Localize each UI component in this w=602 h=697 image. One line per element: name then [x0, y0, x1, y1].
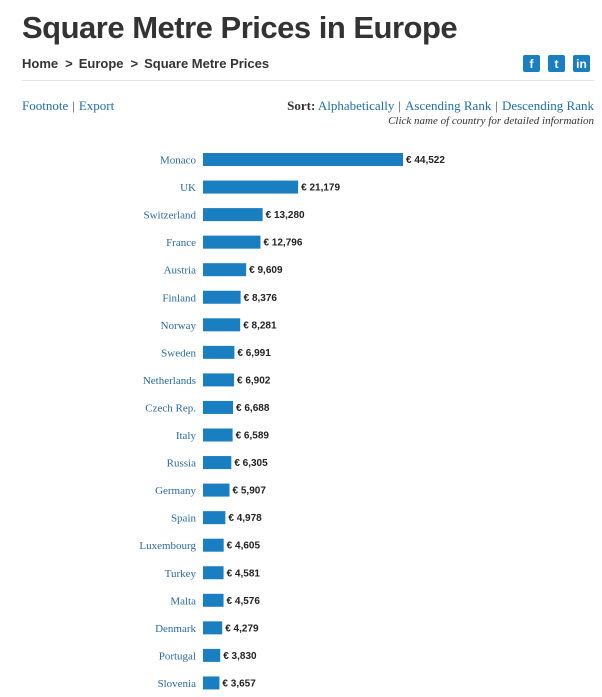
country-label[interactable]: Germany [155, 485, 196, 497]
country-label[interactable]: Denmark [155, 623, 196, 635]
twitter-icon[interactable]: t [548, 55, 565, 72]
price-bar [203, 290, 241, 304]
breadcrumb-separator: > [130, 56, 139, 71]
price-value-label: € 4,605 [227, 541, 261, 552]
price-bar [203, 400, 234, 414]
page-title: Square Metre Prices in Europe [22, 10, 458, 45]
price-bar [203, 180, 299, 194]
price-value-label: € 6,305 [234, 458, 268, 469]
breadcrumb-europe[interactable]: Europe [78, 56, 124, 71]
sort-ascending-link[interactable]: Ascending Rank [405, 98, 492, 113]
price-value-label: € 6,589 [236, 431, 270, 442]
utility-links: Footnote | Export [22, 98, 114, 114]
price-value-label: € 8,281 [243, 320, 277, 331]
price-bar [203, 676, 220, 690]
price-bar [203, 483, 230, 497]
sort-descending-link[interactable]: Descending Rank [501, 98, 594, 113]
price-bar [203, 566, 224, 580]
breadcrumb-home[interactable]: Home [22, 56, 59, 71]
country-label[interactable]: Slovenia [158, 678, 197, 690]
country-label[interactable]: Malta [170, 595, 196, 607]
country-label[interactable]: Switzerland [143, 210, 196, 222]
price-value-label: € 5,907 [233, 486, 267, 497]
country-label[interactable]: Spain [171, 513, 197, 525]
price-value-label: € 4,978 [228, 513, 262, 524]
price-bar [203, 538, 224, 552]
price-value-label: € 3,657 [222, 678, 256, 689]
price-value-label: € 13,280 [266, 210, 305, 221]
price-bar [203, 235, 261, 249]
link-divider: | [72, 98, 75, 113]
price-bar [203, 318, 241, 332]
price-bar [203, 648, 221, 662]
country-label[interactable]: Monaco [160, 155, 197, 167]
link-divider: | [495, 98, 498, 113]
price-value-label: € 9,609 [249, 265, 283, 276]
export-link[interactable]: Export [78, 98, 115, 113]
sort-label: Sort: [287, 98, 316, 113]
price-bar [203, 511, 226, 525]
country-label[interactable]: Finland [162, 292, 196, 304]
price-value-label: € 4,279 [225, 623, 259, 634]
sort-alphabetically-link[interactable]: Alphabetically [317, 98, 395, 113]
country-label[interactable]: Russia [167, 458, 196, 470]
facebook-icon[interactable]: f [523, 55, 540, 72]
country-label[interactable]: UK [180, 182, 196, 194]
price-bar [203, 263, 247, 277]
header-divider [22, 80, 594, 81]
country-label[interactable]: Turkey [165, 568, 197, 580]
country-label[interactable]: Sweden [161, 347, 196, 359]
price-value-label: € 4,581 [227, 568, 261, 579]
price-value-label: € 6,902 [237, 375, 271, 386]
sort-controls: Sort: Alphabetically | Ascending Rank | Desc… [287, 98, 594, 114]
price-bar [203, 153, 403, 166]
price-bar [203, 456, 232, 470]
price-value-label: € 4,576 [227, 596, 261, 607]
country-label[interactable]: Czech Rep. [145, 402, 196, 414]
country-label[interactable]: Italy [176, 430, 197, 442]
price-bar [203, 593, 224, 607]
footnote-link[interactable]: Footnote [22, 98, 69, 113]
country-label[interactable]: Netherlands [143, 375, 196, 387]
price-value-label: € 6,991 [237, 348, 271, 359]
price-value-label: € 8,376 [244, 293, 278, 304]
breadcrumb-current: Square Metre Prices [144, 56, 270, 71]
social-share-bar: f t in [523, 55, 590, 72]
country-label[interactable]: Portugal [159, 650, 196, 662]
country-label[interactable]: Norway [161, 320, 197, 332]
country-label[interactable]: Luxembourg [139, 540, 196, 552]
price-bar [203, 208, 263, 222]
link-divider: | [398, 98, 402, 113]
price-value-label: € 21,179 [301, 183, 340, 194]
price-value-label: € 12,796 [263, 238, 302, 249]
breadcrumb: Home > Europe > Square Metre Prices [22, 56, 269, 71]
price-bar [203, 621, 223, 635]
price-value-label: € 3,830 [223, 651, 257, 662]
linkedin-icon[interactable]: in [573, 55, 590, 72]
price-bar [203, 428, 233, 442]
breadcrumb-separator: > [65, 56, 73, 71]
price-bar [203, 345, 235, 359]
country-label[interactable]: Austria [164, 265, 197, 277]
price-bar [203, 373, 235, 387]
price-bar-chart: Monaco € 44,522 UK € 21,179 Switzerland € 13,… [139, 153, 445, 690]
country-label[interactable]: France [166, 237, 196, 249]
price-value-label: € 6,688 [236, 403, 270, 414]
sort-hint: Click name of country for detailed infor… [388, 115, 594, 127]
price-value-label: € 44,522 [406, 155, 445, 166]
